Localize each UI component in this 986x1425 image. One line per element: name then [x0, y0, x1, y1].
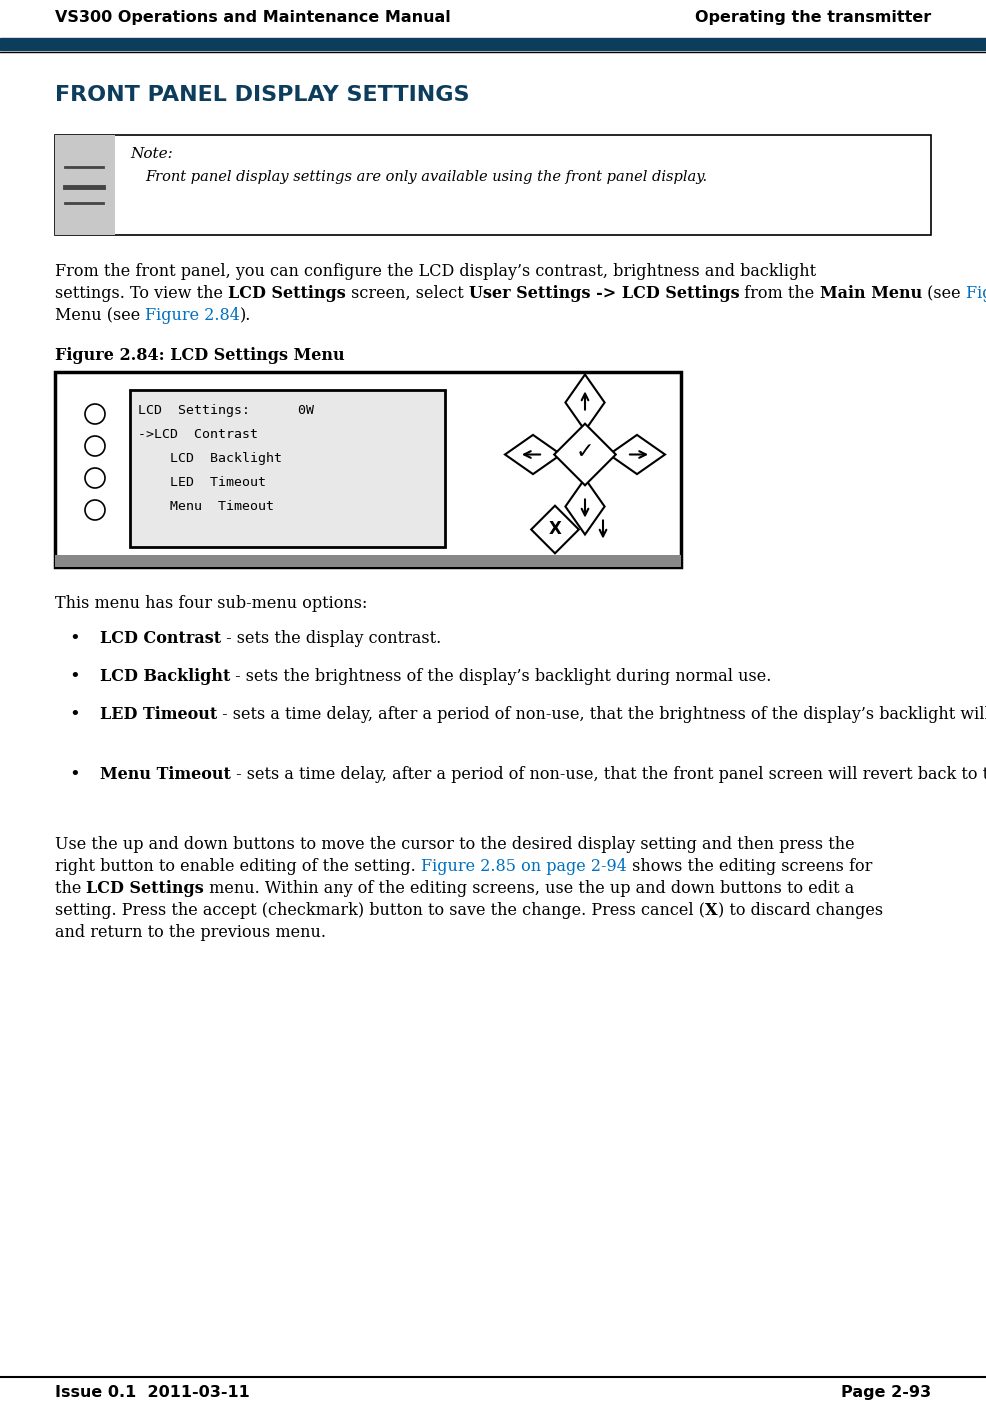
Text: shows the editing screens for: shows the editing screens for [627, 858, 873, 875]
Text: From the front panel, you can configure the LCD display’s contrast, brightness a: From the front panel, you can configure … [55, 264, 816, 279]
Text: ✓: ✓ [576, 443, 595, 463]
Polygon shape [531, 506, 579, 553]
Text: LCD Backlight: LCD Backlight [100, 668, 231, 685]
Text: Menu (see: Menu (see [55, 306, 145, 323]
Circle shape [85, 500, 105, 520]
Text: Menu Timeout: Menu Timeout [100, 767, 231, 782]
Text: from the: from the [740, 285, 819, 302]
Text: Page 2-93: Page 2-93 [841, 1385, 931, 1399]
Text: right button to enable editing of the setting.: right button to enable editing of the se… [55, 858, 421, 875]
Text: - sets a time delay, after a period of non-use, that the front panel screen will: - sets a time delay, after a period of n… [231, 767, 986, 782]
Text: User Settings -> LCD Settings: User Settings -> LCD Settings [468, 285, 740, 302]
Polygon shape [505, 435, 561, 475]
Text: settings. To view the: settings. To view the [55, 285, 228, 302]
Text: LCD Settings: LCD Settings [87, 881, 204, 896]
Text: X: X [705, 902, 718, 919]
Text: screen, select: screen, select [346, 285, 468, 302]
Polygon shape [554, 423, 616, 486]
Polygon shape [565, 479, 604, 534]
Text: LCD  Backlight: LCD Backlight [138, 452, 282, 465]
Text: •: • [70, 630, 81, 648]
Text: Figure 2.84: LCD Settings Menu: Figure 2.84: LCD Settings Menu [55, 348, 345, 363]
Text: menu. Within any of the editing screens, use the up and down buttons to edit a: menu. Within any of the editing screens,… [204, 881, 855, 896]
Text: ) to discard changes: ) to discard changes [718, 902, 882, 919]
Bar [55, 135, 115, 235]
Text: •: • [70, 705, 81, 724]
Text: •: • [70, 767, 81, 784]
Bar [130, 390, 445, 547]
Text: - sets the display contrast.: - sets the display contrast. [221, 630, 442, 647]
Bar [0, 38, 986, 50]
Text: ->LCD  Contrast: ->LCD Contrast [138, 428, 258, 440]
Circle shape [85, 436, 105, 456]
Text: X: X [548, 520, 561, 537]
Text: Figure 2.85 on page 2-94: Figure 2.85 on page 2-94 [421, 858, 627, 875]
Bar [55, 554, 681, 567]
Text: Main Menu: Main Menu [819, 285, 922, 302]
Text: Operating the transmitter: Operating the transmitter [695, 10, 931, 26]
Text: Front panel display settings are only available using the front panel display.: Front panel display settings are only av… [145, 170, 707, 184]
Text: Issue 0.1  2011-03-11: Issue 0.1 2011-03-11 [55, 1385, 249, 1399]
Text: VS300 Operations and Maintenance Manual: VS300 Operations and Maintenance Manual [55, 10, 451, 26]
Bar [55, 372, 681, 567]
Circle shape [85, 467, 105, 487]
Text: LED  Timeout: LED Timeout [138, 476, 266, 489]
Text: (see: (see [922, 285, 965, 302]
Text: ).: ). [241, 306, 251, 323]
Text: and return to the previous menu.: and return to the previous menu. [55, 923, 326, 940]
Text: Note:: Note: [130, 147, 173, 161]
Text: - sets the brightness of the display’s backlight during normal use.: - sets the brightness of the display’s b… [231, 668, 772, 685]
Text: •: • [70, 668, 81, 685]
Circle shape [85, 405, 105, 425]
Text: Figure 2.84: Figure 2.84 [145, 306, 241, 323]
Text: LCD Contrast: LCD Contrast [100, 630, 221, 647]
Text: LED Timeout: LED Timeout [100, 705, 217, 722]
Text: FRONT PANEL DISPLAY SETTINGS: FRONT PANEL DISPLAY SETTINGS [55, 86, 469, 105]
Text: the: the [55, 881, 87, 896]
Polygon shape [565, 375, 604, 430]
Text: Menu  Timeout: Menu Timeout [138, 500, 274, 513]
Text: Figure 2.84: Figure 2.84 [965, 285, 986, 302]
Text: LCD Settings: LCD Settings [228, 285, 346, 302]
Text: setting. Press the accept (checkmark) button to save the change. Press cancel (: setting. Press the accept (checkmark) bu… [55, 902, 705, 919]
Text: LCD  Settings:      0W: LCD Settings: 0W [138, 405, 314, 418]
Text: - sets a time delay, after a period of non-use, that the brightness of the displ: - sets a time delay, after a period of n… [217, 705, 986, 722]
Bar [55, 135, 931, 235]
Polygon shape [609, 435, 665, 475]
Text: Use the up and down buttons to move the cursor to the desired display setting an: Use the up and down buttons to move the … [55, 836, 855, 854]
Text: This menu has four sub-menu options:: This menu has four sub-menu options: [55, 596, 368, 611]
